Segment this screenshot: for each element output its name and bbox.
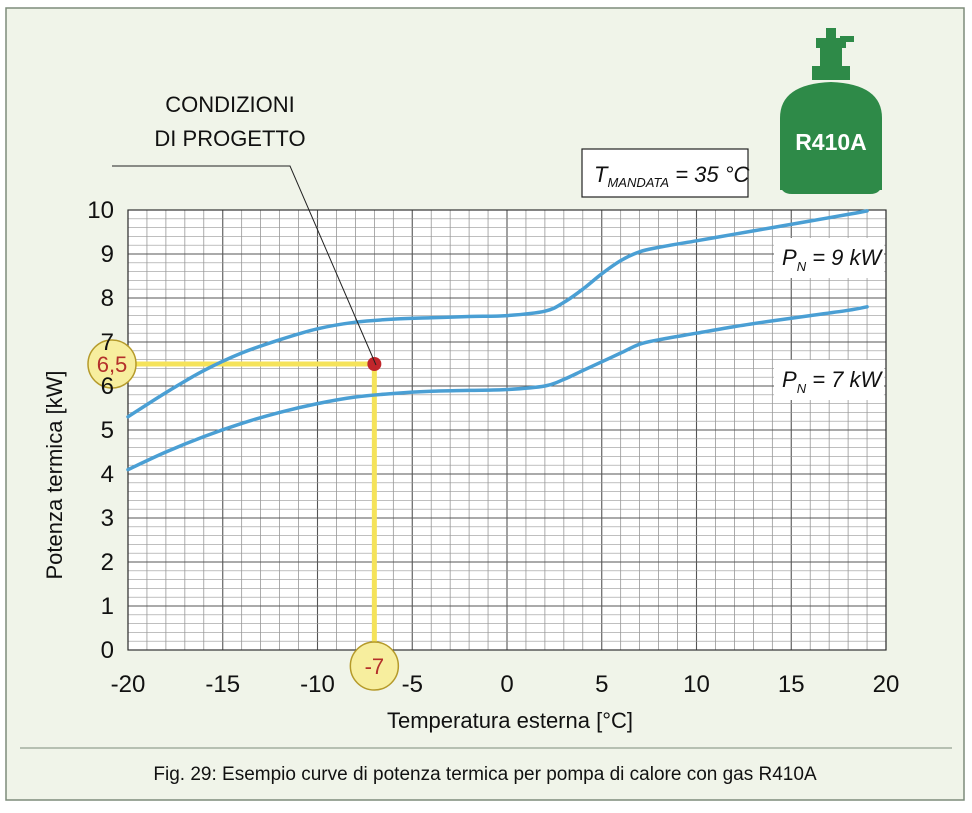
design-power-bubble (87, 339, 137, 389)
x-tick-label: -10 (300, 671, 335, 698)
design-point-guides: 6,5 -7 (87, 339, 400, 691)
series-9kw-label-box (774, 238, 884, 278)
design-conditions-label-line2: DI PROGETTO (154, 126, 305, 151)
design-point-marker (367, 357, 382, 371)
x-tick-label: -20 (111, 671, 146, 698)
y-tick-label: 6 (101, 373, 114, 400)
grid (127, 209, 887, 651)
y-tick-label: 7 (101, 329, 114, 356)
flow-temperature-box (581, 148, 749, 198)
design-power-value: 6,5 (97, 352, 128, 377)
plot-border (127, 209, 887, 651)
flow-temperature-label: TMANDATA = 35 °C (594, 162, 750, 190)
x-tick-label: 5 (595, 671, 608, 698)
series-7kw-label: PN = 7 kW (782, 367, 883, 396)
x-tick-label: -15 (205, 671, 240, 698)
design-temperature-bubble (349, 641, 400, 691)
y-axis-label: Potenza termica [kW] (42, 370, 67, 579)
figure-caption: Fig. 29: Esempio curve di potenza termic… (153, 764, 817, 785)
y-tick-label: 4 (101, 461, 114, 488)
y-tick-label: 5 (101, 417, 114, 444)
y-tick-label: 3 (101, 505, 114, 532)
y-tick-label: 10 (87, 197, 114, 224)
design-conditions-leader-line (112, 165, 377, 366)
x-tick-label: 10 (683, 671, 710, 698)
x-tick-labels: -20 -15 -10 -5 0 5 10 15 20 (111, 671, 900, 698)
y-tick-labels: 0 1 2 3 4 5 6 7 8 9 10 (87, 197, 114, 664)
y-tick-label: 0 (101, 637, 114, 664)
series-line-0 (126, 209, 869, 419)
y-tick-label: 9 (101, 241, 114, 268)
curves (126, 209, 869, 472)
x-tick-label: 20 (873, 671, 900, 698)
design-conditions-label-line1: CONDIZIONI (165, 92, 295, 117)
x-axis-label: Temperatura esterna [°C] (387, 708, 633, 733)
x-tick-label: -5 (402, 671, 423, 698)
x-tick-label: 0 (500, 671, 513, 698)
y-tick-label: 2 (101, 549, 114, 576)
gas-label: R410A (795, 129, 867, 155)
y-tick-label: 1 (101, 593, 114, 620)
series-7kw-label-box (774, 360, 884, 400)
design-temperature-value: -7 (365, 654, 385, 679)
series-line-1 (126, 305, 869, 472)
series-9kw-label: PN = 9 kW (782, 245, 883, 274)
x-tick-label: 15 (778, 671, 805, 698)
gas-cylinder-icon (780, 28, 882, 194)
y-tick-label: 8 (101, 285, 114, 312)
